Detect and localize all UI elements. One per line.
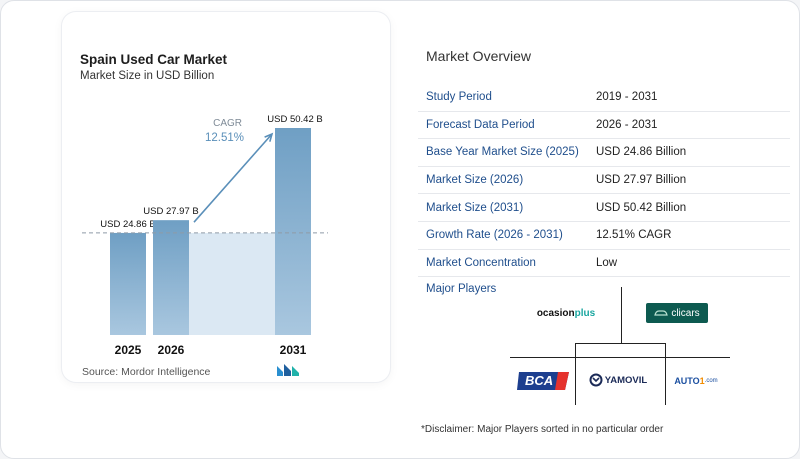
cagr-value: 12.51%	[205, 132, 244, 144]
players-box-top	[575, 343, 666, 344]
overview-row-label: Study Period	[418, 84, 596, 112]
overview-row-value: Low	[596, 249, 790, 278]
overview-row-value: USD 27.97 Billion	[596, 166, 790, 195]
bar-value-label: USD 50.42 B	[267, 114, 322, 125]
cagr-arrow-line	[193, 133, 273, 223]
forecast-shade	[189, 232, 275, 335]
overview-row: Market Size (2026) USD 27.97 Billion	[418, 166, 790, 195]
overview-row: Base Year Market Size (2025) USD 24.86 Bi…	[418, 138, 790, 167]
yamovil-mark-icon	[589, 373, 603, 387]
cagr-arrow-head	[264, 132, 274, 142]
overview-row: Forecast Data Period 2026 - 2031	[418, 111, 790, 140]
overview-table: Study Period 2019 - 2031 Forecast Data Per…	[418, 84, 790, 278]
bca-logo: BCA	[517, 371, 571, 391]
overview-row-value: 2026 - 2031	[596, 111, 790, 140]
overview-row-label: Growth Rate (2026 - 2031)	[418, 221, 596, 250]
overview-row: Study Period 2019 - 2031	[418, 84, 790, 112]
category-label: 2031	[280, 343, 307, 357]
source-note: Source: Mordor Intelligence	[82, 366, 211, 378]
category-label: 2026	[158, 343, 185, 357]
bar-2031	[275, 128, 311, 335]
bar-value-label: USD 27.97 B	[143, 206, 198, 217]
players-divider-vertical-top	[621, 287, 622, 343]
overview-row-value: 12.51% CAGR	[596, 221, 790, 250]
auto1-logo: AUTO 1 .com	[674, 376, 718, 386]
clicars-logo: clicars	[646, 303, 708, 323]
category-label: 2025	[115, 343, 142, 357]
mordor-intelligence-logo	[277, 364, 299, 376]
bar-value-label: USD 24.86 B	[100, 219, 155, 230]
major-players-title: Major Players	[426, 283, 497, 295]
overview-row-label: Forecast Data Period	[418, 111, 596, 140]
bar-2025	[110, 232, 146, 335]
overview-row-value: USD 50.42 Billion	[596, 193, 790, 222]
overview-row: Market Size (2031) USD 50.42 Billion	[418, 193, 790, 222]
chart-title: Spain Used Car Market	[80, 52, 228, 67]
yamovil-logo: YAMOVIL	[583, 369, 653, 391]
overview-row-value: USD 24.86 Billion	[596, 138, 790, 167]
overview-row-label: Market Concentration	[418, 249, 596, 278]
overview-row-value: 2019 - 2031	[596, 84, 790, 112]
ocasionplus-logo: ocasion plus	[536, 307, 596, 319]
car-icon	[654, 310, 669, 316]
overview-row: Growth Rate (2026 - 2031) 12.51% CAGR	[418, 221, 790, 250]
chart-subtitle: Market Size in USD Billion	[80, 70, 215, 82]
overview-row-label: Market Size (2031)	[418, 193, 596, 222]
cagr-label: CAGR	[213, 118, 242, 129]
players-box-right	[665, 343, 666, 405]
overview-title: Market Overview	[426, 48, 532, 64]
overview-row: Market Concentration Low	[418, 249, 790, 278]
disclaimer: *Disclaimer: Major Players sorted in no …	[421, 424, 664, 435]
bar-chart: USD 24.86 B 2025 USD 27.97 B 2026 USD 50.42 …	[82, 114, 328, 357]
chart-card: USD 24.86 B 2025 USD 27.97 B 2026 USD 50.42 …	[62, 12, 390, 382]
players-box-left	[575, 343, 576, 405]
overview-row-label: Base Year Market Size (2025)	[418, 138, 596, 167]
overview-row-label: Market Size (2026)	[418, 166, 596, 195]
bar-2026	[153, 220, 189, 335]
players-divider-horizontal	[510, 357, 730, 358]
